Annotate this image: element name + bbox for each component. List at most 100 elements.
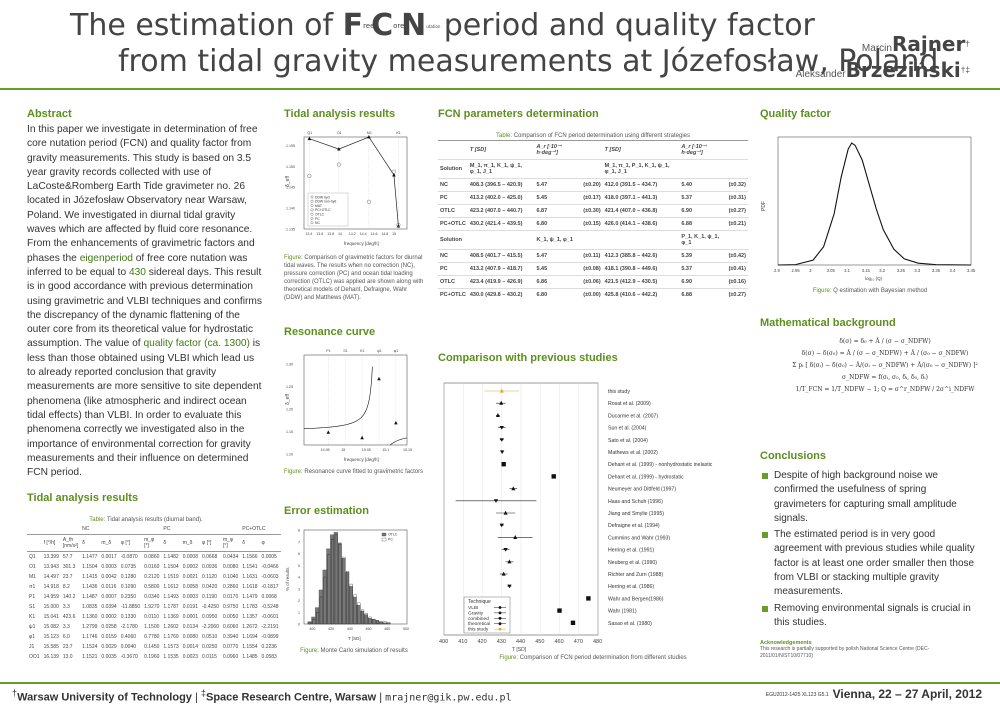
x-tick-label: 15.1 xyxy=(382,448,389,452)
table-cell: 0.0068 xyxy=(261,594,277,600)
table-cell: 421.4 (407.0 – 436.8) xyxy=(602,204,680,218)
legend-marker xyxy=(310,195,314,199)
table-cell: 1.1573 xyxy=(163,644,179,650)
wave-label: K1 xyxy=(396,131,400,135)
error-chart-ylabel: % of results xyxy=(285,567,290,591)
data-point xyxy=(511,486,516,491)
study-label: Herring et al. (1986) xyxy=(608,584,654,590)
table-cell: -2.2191 xyxy=(261,624,279,630)
fcn-table-head-waves: Solution M_1, π_1, K_1, ψ_1, φ_1, J_1 M_1,… xyxy=(438,159,748,179)
x-tick-label: 410 xyxy=(458,639,467,645)
legend-marker xyxy=(310,204,314,208)
y-tick-label: 6 xyxy=(298,552,300,556)
data-point xyxy=(493,499,499,503)
study-label: Mathews et al. (2002) xyxy=(608,450,658,456)
footer-email-link[interactable]: mrajner@gik.pw.edu.pl xyxy=(385,692,512,704)
equation-3: Σ pᵢ [ δ(σᵢ) − δ(σ₀) − Â/(σᵢ − σ_NDFW) +… xyxy=(792,362,978,369)
table-cell: 0.0160 xyxy=(144,564,160,570)
x-tick-label: 400 xyxy=(309,627,315,631)
fcn-table-head-units: T [SD] A_r [·10⁻⁴ h·deg⁻¹] T [SD] A_r [·10⁻… xyxy=(438,140,748,160)
tidal-chart: δ_eff frequency [deg/h] 13.4 13.6 13.8 14 14… xyxy=(285,131,408,246)
table-cell: 0.0080 xyxy=(222,564,239,570)
author-2-first: Aleksander xyxy=(795,69,846,80)
table-cell: OTLC xyxy=(438,275,468,289)
table-row: O1 13.943 301.3 1.1504 0.0003 0.0735 0.0160 1.1… xyxy=(27,562,281,572)
table-cell: 0.0007 xyxy=(101,594,117,600)
y-tick-label: 1.20 xyxy=(286,408,293,412)
math-section: Mathematical background δ(σ) = δ₀ + Â / … xyxy=(760,317,980,396)
tidal-col-header: φ [°] xyxy=(118,534,143,552)
tidal-chart-caption-text: Comparison of gravimetric factors for di… xyxy=(284,255,424,301)
data-point xyxy=(337,147,341,151)
x-tick-label: 450 xyxy=(535,639,544,645)
bar-otlc xyxy=(352,596,357,625)
table-cell: 423.4 (419.9 – 426.9) xyxy=(467,275,535,289)
table-cell: 1.2799 xyxy=(82,624,98,630)
x-tick-label: 440 xyxy=(347,627,353,631)
table-cell: 23.7 xyxy=(62,644,73,650)
x-tick-label: 3.2 xyxy=(879,268,885,273)
table-cell: 0.2120 xyxy=(144,574,160,580)
wave-label: K1 xyxy=(360,349,364,353)
study-row: Richter and Zurn (1988) xyxy=(499,571,663,578)
table-cell: PC xyxy=(438,262,468,276)
error-title: Error estimation xyxy=(284,505,369,517)
table-cell: (±0.11) xyxy=(581,249,603,263)
x-tick-label: 460 xyxy=(555,639,564,645)
y-tick-label: 4 xyxy=(298,576,300,580)
comparison-chart: T [SD] 400 410 420 430 440 450 460 470 480 this s… xyxy=(439,382,713,653)
fcn-sub-utation: utation xyxy=(426,24,441,29)
table-cell: 0.0003 xyxy=(101,564,117,570)
table-row: PC+OTLC 430.2 (421.4 – 439.5) 6.80 (±0.15) 4… xyxy=(438,217,748,231)
data-point xyxy=(499,400,504,405)
math-title: Mathematical background xyxy=(760,317,896,329)
table-cell: -2.1780 xyxy=(120,624,138,630)
table-cell: π1 xyxy=(29,584,36,590)
fcn-c: C xyxy=(371,8,394,43)
table-row: NC 408.3 (396.5 – 420.9) 5.47 (±0.20) 412.0 … xyxy=(438,178,748,192)
y-tick-label: 1.140 xyxy=(286,207,295,211)
table-cell: 1.1769 xyxy=(163,634,179,640)
table-cell: 0.0040 xyxy=(120,644,137,650)
table-cell: 5.37 xyxy=(679,191,727,205)
data-point xyxy=(499,523,504,528)
table-cell: 6.87 xyxy=(534,204,582,218)
tidal-table-caption-text: Tidal analysis results (diurnal band). xyxy=(106,517,203,523)
table-cell: T [SD] xyxy=(467,140,535,160)
table-cell: -0.0899 xyxy=(261,634,279,640)
table-cell: 1.1487 xyxy=(82,594,98,600)
x-tick-label: 14.4 xyxy=(360,232,367,236)
table-row: K1 15.041 423.6 1.1360 0.0002 0.1330 0.0110 1.1… xyxy=(27,612,281,622)
table-cell: 1.1554 xyxy=(242,644,258,650)
legend-title: Technique xyxy=(468,599,491,605)
study-label: Ducarme et al. (2007) xyxy=(608,413,658,419)
table-cell: (±0.17) xyxy=(581,191,603,205)
table-cell: (±0.27) xyxy=(726,204,748,218)
data-point xyxy=(307,136,312,141)
study-row: Defraigne et al. (1994) xyxy=(499,523,660,529)
x-tick-label: 500 xyxy=(403,627,409,631)
author-2-last: Brzeziński xyxy=(845,58,961,82)
table-cell: 0.9750 xyxy=(222,604,239,610)
table-row: NC 408.5 (401.7 – 415.5) 5.47 (±0.11) 412.3 … xyxy=(438,249,748,263)
bar-otlc xyxy=(378,621,383,625)
resonance-chart-ylabel: δ_eff xyxy=(285,393,291,405)
table-cell: 0.1280 xyxy=(120,574,137,580)
table-cell: 1.1631 xyxy=(242,574,258,580)
study-row: Sasao et al. (1980) xyxy=(570,620,652,627)
table-cell: -0.0601 xyxy=(261,614,279,620)
table-cell: 0.2350 xyxy=(120,594,137,600)
study-label: Haas and Schuh (1996) xyxy=(608,499,663,505)
math-equations: δ(σ) = δ₀ + Â / (σ − σ_NDFW) δ(σ) − δ(σ₀… xyxy=(760,336,980,396)
table-cell: 1.1521 xyxy=(82,654,98,660)
table-cell: 1.9270 xyxy=(144,604,160,610)
table-cell xyxy=(534,159,582,179)
legend-label: Gravity xyxy=(468,610,484,616)
data-point xyxy=(586,596,591,601)
authors: MarcinRajner† AleksanderBrzeziński†‡ xyxy=(796,32,970,84)
table-cell: 0.0420 xyxy=(201,584,218,590)
study-label: Sun et al. (2004) xyxy=(608,426,647,432)
study-row: Herring et al. (1991) xyxy=(501,548,654,554)
data-point xyxy=(507,559,512,564)
